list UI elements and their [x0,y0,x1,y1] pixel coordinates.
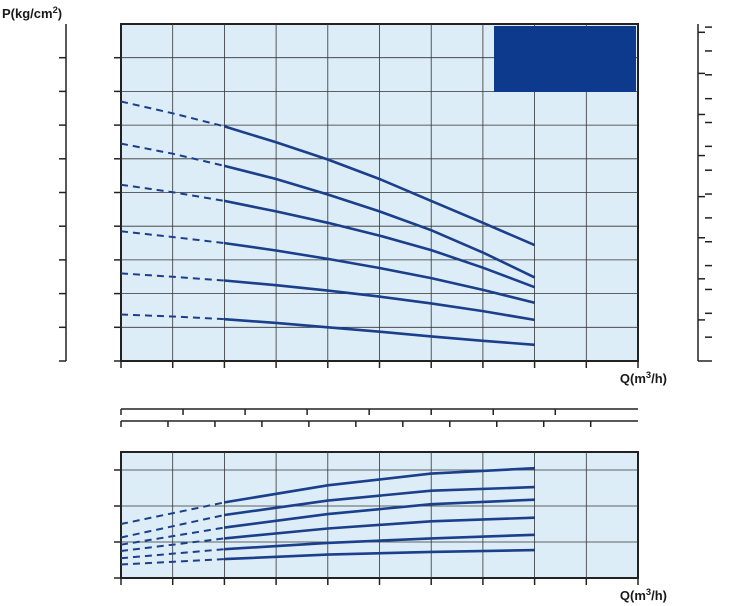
power-curve-dashed [120,526,225,546]
power-curve [224,548,535,561]
head-chart: Q(m3/h) P(kg/cm2) [2,5,712,427]
power-curve-dashed [120,501,225,525]
power-curve [224,516,535,540]
power-curve-dashed [120,537,225,552]
power-curve [224,533,535,551]
power-x-axis-label: Q(m3/h) [620,587,667,603]
head-curve-dashed [120,313,225,321]
pressure-axis-label: P(kg/cm2) [2,5,62,21]
power-curve-dashed [120,514,225,539]
head-curve-dashed [120,142,225,167]
head-curve [224,317,535,347]
head-curve [224,164,536,279]
head-curve [224,279,535,322]
head-curve-dashed [120,183,225,202]
head-curve [224,241,535,304]
power-curve [224,466,535,504]
head-curve-dashed [120,230,225,245]
power-curve [224,485,535,517]
model-title-box [494,26,636,92]
head-x-axis-label: Q(m3/h) [620,370,667,386]
head-curve-dashed [120,100,225,128]
head-curve [224,199,536,289]
power-chart: Q(m3/h) [114,451,667,603]
power-curve [224,498,535,529]
head-curve [224,125,536,247]
head-curve-dashed [120,272,225,282]
power-curve-dashed [120,558,225,566]
power-curve-dashed [120,548,225,560]
